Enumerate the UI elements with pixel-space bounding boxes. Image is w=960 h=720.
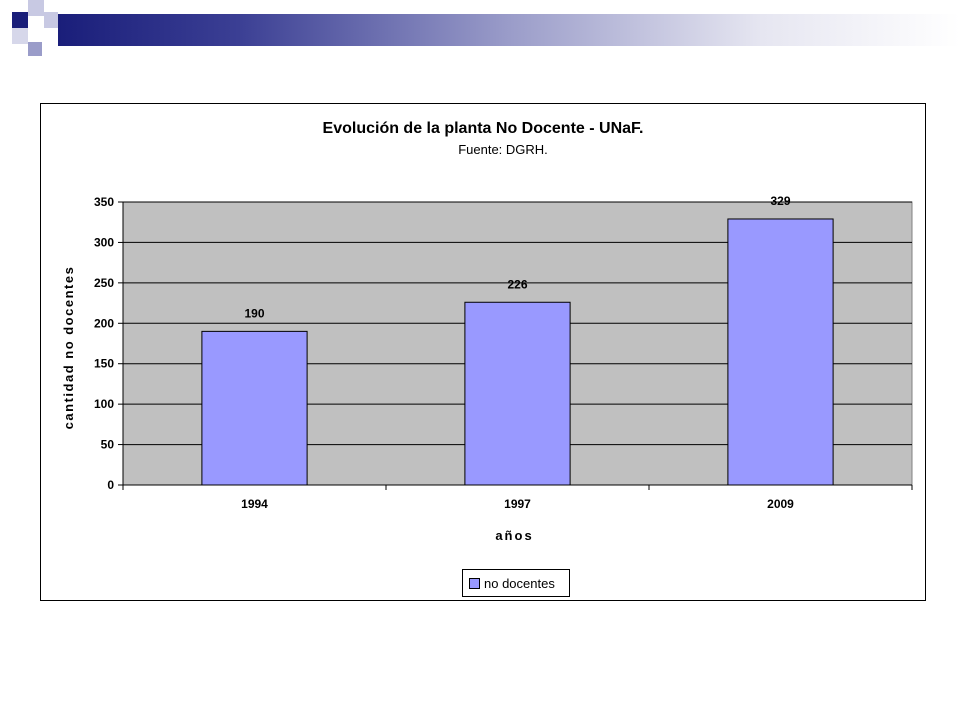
chart-legend: no docentes	[462, 569, 570, 597]
y-tick-label: 350	[94, 195, 114, 209]
bar	[201, 330, 308, 486]
x-tick-label: 2009	[767, 497, 794, 511]
data-label: 226	[507, 277, 527, 291]
header-square-light	[12, 28, 28, 44]
header-square-light	[44, 12, 58, 28]
bar	[464, 301, 571, 486]
header-square-light	[28, 0, 44, 16]
slide-header-decoration	[0, 0, 960, 60]
data-label: 190	[244, 306, 264, 320]
y-axis-title: cantidad no docentes	[61, 266, 76, 430]
y-tick-label: 150	[94, 357, 114, 371]
x-axis-title: años	[495, 528, 533, 543]
data-label: 329	[770, 194, 790, 208]
header-square-medium	[28, 42, 42, 56]
chart-title: Evolución de la planta No Docente - UNaF…	[322, 120, 644, 137]
y-tick-label: 0	[107, 478, 114, 492]
x-tick-label: 1994	[241, 497, 268, 511]
y-tick-label: 250	[94, 276, 114, 290]
y-tick-label: 300	[94, 235, 114, 249]
y-tick-label: 200	[94, 316, 114, 330]
y-tick-label: 50	[101, 438, 115, 452]
chart-subtitle: Fuente: DGRH.	[458, 142, 548, 157]
header-gradient-bar	[58, 14, 960, 46]
legend-label: no docentes	[484, 575, 555, 591]
y-tick-label: 100	[94, 397, 114, 411]
bar	[727, 218, 834, 486]
legend-swatch	[469, 577, 480, 589]
x-tick-label: 1997	[504, 497, 531, 511]
chart-frame: Evolución de la planta No Docente - UNaF…	[40, 103, 926, 601]
bar-chart: 0 50 100 150 200 250 300 350 190 1994 226 1997 329 20…	[61, 194, 913, 543]
header-square-dark	[12, 12, 28, 28]
